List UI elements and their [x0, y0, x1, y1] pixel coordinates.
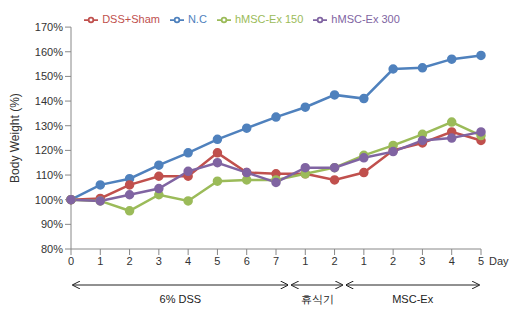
svg-text:Body Weight (%): Body Weight (%) — [8, 93, 22, 183]
svg-text:휴식기: 휴식기 — [301, 293, 334, 305]
svg-text:90%: 90% — [41, 218, 63, 230]
svg-text:2: 2 — [332, 255, 338, 267]
svg-text:1: 1 — [97, 255, 103, 267]
svg-text:160%: 160% — [35, 46, 63, 58]
svg-text:3: 3 — [419, 255, 425, 267]
svg-text:80%: 80% — [41, 243, 63, 255]
svg-text:100%: 100% — [35, 194, 63, 206]
svg-text:1: 1 — [302, 255, 308, 267]
svg-text:2: 2 — [390, 255, 396, 267]
html-text:DSS+Sham: DSS+Sham — [102, 13, 160, 25]
svg-text:Day: Day — [489, 255, 509, 267]
svg-text:4: 4 — [185, 255, 191, 267]
svg-text:5: 5 — [478, 255, 484, 267]
svg-text:5: 5 — [214, 255, 220, 267]
svg-text:110%: 110% — [36, 169, 64, 181]
svg-text:130%: 130% — [35, 120, 63, 132]
svg-text:140%: 140% — [35, 95, 63, 107]
html-text:N.C: N.C — [187, 13, 207, 25]
html-text:hMSC-Ex 150: hMSC-Ex 150 — [234, 13, 304, 25]
svg-text:150%: 150% — [35, 70, 63, 82]
html-text:hMSC-Ex 300: hMSC-Ex 300 — [331, 13, 400, 25]
svg-text:120%: 120% — [35, 144, 63, 156]
svg-text:2: 2 — [127, 255, 133, 267]
svg-text:1: 1 — [361, 255, 367, 267]
svg-text:3: 3 — [156, 255, 162, 267]
svg-text:4: 4 — [449, 255, 455, 267]
svg-text:MSC-Ex: MSC-Ex — [392, 293, 433, 305]
svg-text:6: 6 — [244, 255, 250, 267]
svg-text:170%: 170% — [35, 21, 63, 33]
svg-text:7: 7 — [273, 255, 279, 267]
svg-text:6% DSS: 6% DSS — [160, 293, 202, 305]
svg-text:0: 0 — [68, 255, 74, 267]
